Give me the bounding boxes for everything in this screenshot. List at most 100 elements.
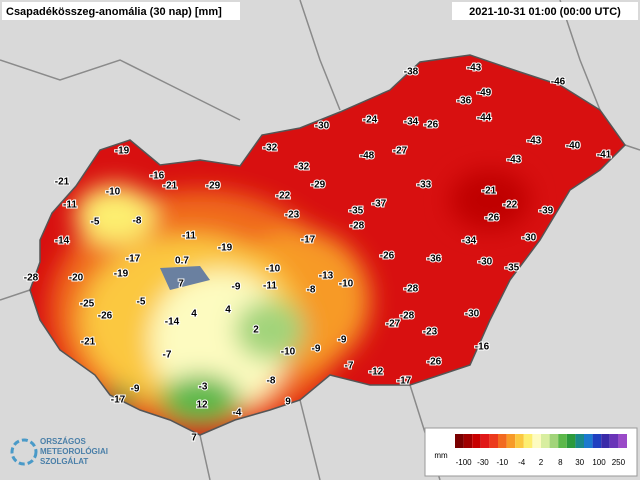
station-value: -21 bbox=[482, 186, 497, 197]
logo-line: ORSZÁGOS bbox=[40, 437, 86, 446]
legend-swatch bbox=[523, 434, 533, 448]
station-value: -10 bbox=[106, 187, 121, 198]
legend-swatch bbox=[609, 434, 619, 448]
station-value: -29 bbox=[311, 180, 326, 191]
station-value: 7 bbox=[191, 433, 197, 444]
station-value: -7 bbox=[163, 350, 172, 361]
station-value: -38 bbox=[404, 67, 419, 78]
station-value: -20 bbox=[69, 273, 84, 284]
station-value: -28 bbox=[404, 284, 419, 295]
station-value: -23 bbox=[285, 210, 300, 221]
station-value: -46 bbox=[551, 77, 566, 88]
station-value: -27 bbox=[393, 146, 408, 157]
station-value: -26 bbox=[380, 251, 395, 262]
station-value: -11 bbox=[263, 281, 277, 292]
legend-swatch bbox=[480, 434, 490, 448]
legend-swatch bbox=[549, 434, 559, 448]
station-value: -34 bbox=[462, 236, 477, 247]
station-value: -19 bbox=[114, 269, 129, 280]
station-value: -19 bbox=[115, 146, 130, 157]
station-value: -17 bbox=[397, 376, 412, 387]
station-value: 12 bbox=[196, 400, 208, 411]
station-value: -17 bbox=[111, 395, 126, 406]
logo-line: SZOLGÁLAT bbox=[40, 457, 88, 466]
station-value: -22 bbox=[503, 200, 518, 211]
station-value: -23 bbox=[423, 327, 438, 338]
station-value: -17 bbox=[126, 254, 141, 265]
station-value: -21 bbox=[55, 177, 70, 188]
station-value: -11 bbox=[63, 200, 77, 211]
legend-swatch bbox=[455, 434, 464, 448]
legend-swatch bbox=[506, 434, 516, 448]
station-value: -9 bbox=[131, 384, 140, 395]
station-value: -26 bbox=[485, 213, 500, 224]
station-value: -14 bbox=[165, 317, 180, 328]
legend-label: 8 bbox=[558, 458, 563, 467]
legend-label: 250 bbox=[612, 458, 626, 467]
station-value: -30 bbox=[315, 121, 330, 132]
timestamp: 2021-10-31 01:00 (00:00 UTC) bbox=[469, 6, 621, 18]
station-value: -22 bbox=[276, 191, 291, 202]
legend-label: -30 bbox=[477, 458, 489, 467]
legend-label: 100 bbox=[592, 458, 606, 467]
legend-swatch bbox=[618, 434, 627, 448]
legend-label: -4 bbox=[518, 458, 526, 467]
legend-swatch bbox=[515, 434, 524, 448]
station-value: -10 bbox=[339, 279, 354, 290]
title: Csapadékösszeg-anomália (30 nap) [mm] bbox=[6, 6, 222, 18]
station-value: -26 bbox=[424, 120, 439, 131]
lake-balaton bbox=[160, 266, 210, 290]
legend-label: 30 bbox=[575, 458, 584, 467]
station-value: -36 bbox=[457, 96, 472, 107]
station-value: 0.7 bbox=[175, 256, 189, 267]
station-value: -39 bbox=[539, 206, 554, 217]
station-value: -34 bbox=[404, 117, 419, 128]
station-value: -16 bbox=[475, 342, 490, 353]
station-value: -4 bbox=[233, 408, 242, 419]
station-value: -10 bbox=[266, 264, 281, 275]
station-value: -40 bbox=[566, 141, 581, 152]
station-value: 4 bbox=[191, 309, 197, 320]
station-value: -10 bbox=[281, 347, 296, 358]
legend-swatch bbox=[498, 434, 507, 448]
station-value: -49 bbox=[477, 88, 492, 99]
station-value: -16 bbox=[150, 171, 165, 182]
legend-swatch bbox=[601, 434, 610, 448]
station-value: -3 bbox=[199, 382, 208, 393]
station-value: -32 bbox=[263, 143, 278, 154]
station-value: 9 bbox=[285, 397, 291, 408]
station-value: -14 bbox=[55, 236, 70, 247]
station-value: -35 bbox=[349, 206, 364, 217]
legend-swatch bbox=[541, 434, 550, 448]
station-value: 4 bbox=[225, 305, 231, 316]
station-value: -30 bbox=[522, 233, 537, 244]
station-value: -21 bbox=[163, 181, 178, 192]
legend-label: -10 bbox=[497, 458, 509, 467]
station-value: -44 bbox=[477, 113, 492, 124]
legend-swatch bbox=[489, 434, 498, 448]
station-value: -28 bbox=[400, 311, 415, 322]
station-value: -33 bbox=[417, 180, 432, 191]
legend-swatch bbox=[472, 434, 481, 448]
station-value: 2 bbox=[253, 325, 259, 336]
station-value: 7 bbox=[178, 279, 184, 290]
station-value: -12 bbox=[369, 367, 384, 378]
legend-unit: mm bbox=[434, 451, 448, 460]
station-value: -7 bbox=[345, 361, 354, 372]
station-value: -36 bbox=[427, 254, 442, 265]
station-value: -35 bbox=[505, 263, 520, 274]
station-value: -21 bbox=[81, 337, 96, 348]
legend-swatch bbox=[584, 434, 593, 448]
station-value: -43 bbox=[507, 155, 522, 166]
station-value: -37 bbox=[372, 199, 387, 210]
legend-swatch bbox=[463, 434, 473, 448]
station-value: -43 bbox=[467, 63, 482, 74]
title-box bbox=[2, 2, 240, 20]
station-value: -27 bbox=[386, 319, 401, 330]
legend-swatch bbox=[566, 434, 576, 448]
station-value: -41 bbox=[597, 150, 612, 161]
timestamp-box bbox=[452, 2, 638, 20]
station-value: -13 bbox=[319, 271, 334, 282]
